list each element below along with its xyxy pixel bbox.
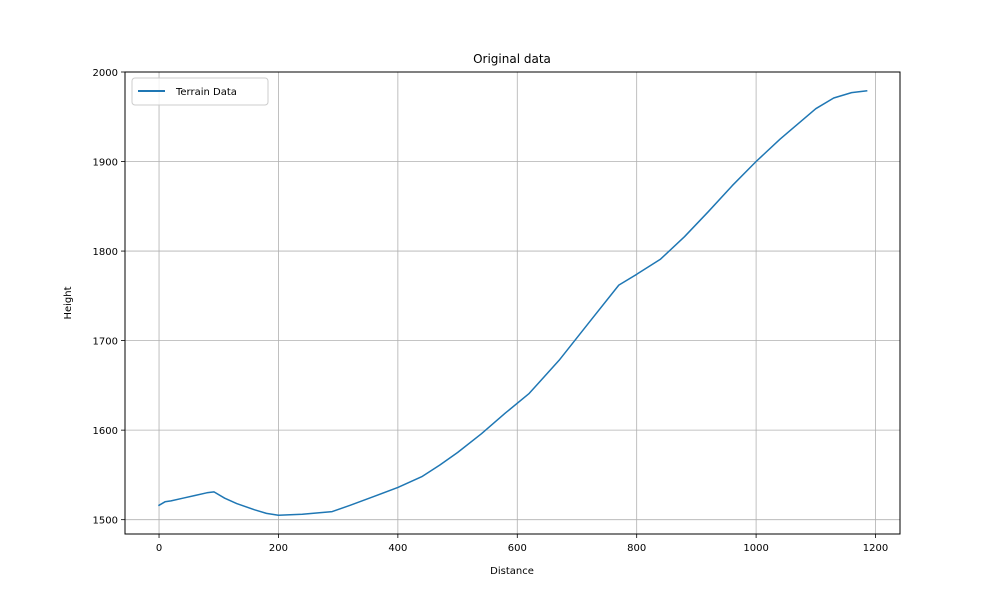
x-tick-label: 400 (388, 543, 407, 554)
legend-box (131, 77, 269, 106)
x-axis-label: Distance (490, 566, 534, 577)
legend: Terrain Data (131, 77, 269, 106)
y-tick-label: 1900 (93, 158, 118, 169)
y-tick-label: 1800 (93, 247, 118, 258)
plot-frame (124, 71, 901, 535)
grid (125, 71, 900, 534)
y-tick-label: 2000 (93, 68, 118, 79)
chart-title: Original data (473, 52, 551, 66)
x-tick-label: 1200 (863, 543, 888, 554)
series-group (157, 89, 868, 516)
x-tick-label: 1000 (743, 543, 768, 554)
x-tick-label: 800 (627, 543, 646, 554)
x-tick-label: 600 (508, 543, 527, 554)
y-tick-label: 1700 (93, 337, 118, 348)
x-tick-label: 0 (156, 543, 162, 554)
y-tick-label: 1500 (93, 516, 118, 527)
y-axis-label: Height (63, 286, 74, 319)
x-tick-label: 200 (269, 543, 288, 554)
series-line (157, 89, 868, 516)
y-tick-label: 1600 (93, 426, 118, 437)
y-ticks: 1500 1600 1700 1800 1900 2000 (93, 68, 125, 527)
legend-label: Terrain Data (175, 87, 237, 98)
x-ticks: 0 200 400 600 800 1000 1200 (156, 534, 888, 554)
